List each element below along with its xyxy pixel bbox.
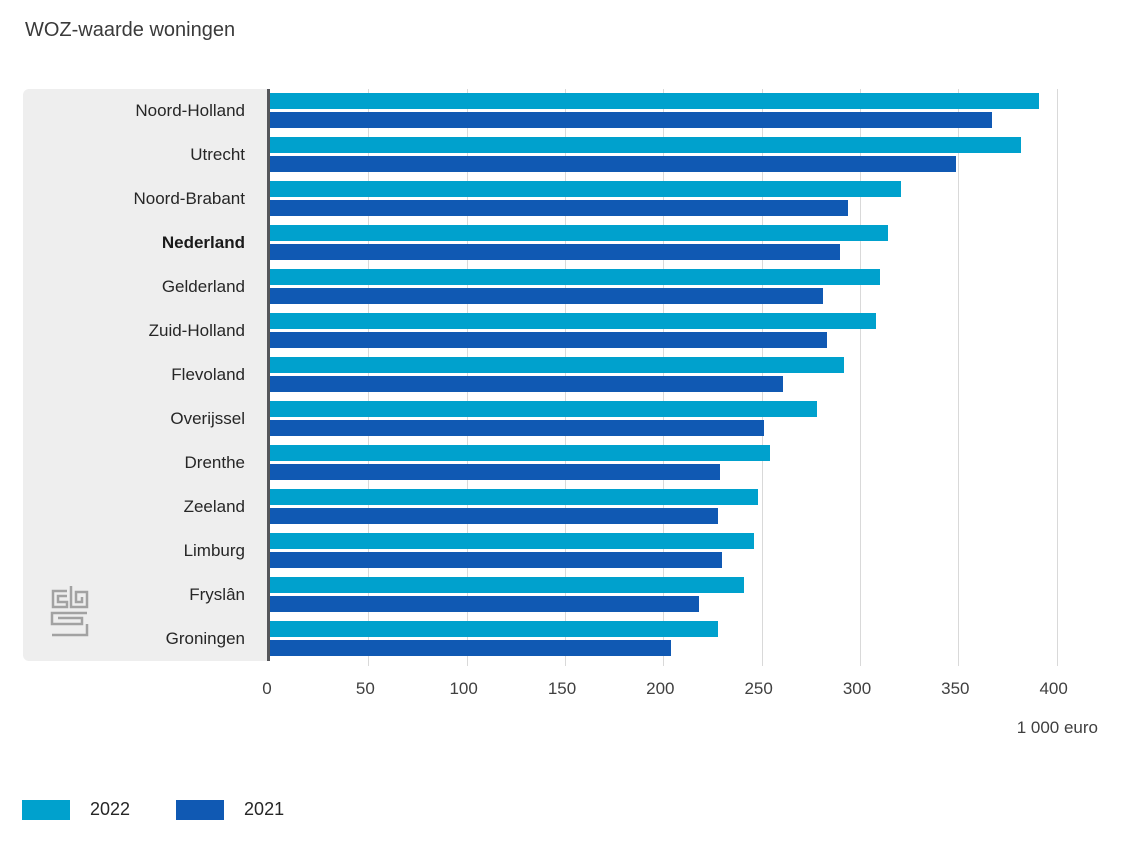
category-label: Fryslân xyxy=(189,585,245,604)
bar-2022[interactable] xyxy=(270,357,845,373)
bar-2022[interactable] xyxy=(270,577,744,593)
bar-row xyxy=(270,617,1096,661)
bar-2021[interactable] xyxy=(270,508,719,524)
gridline xyxy=(1056,89,1058,666)
plot-area xyxy=(267,89,1096,666)
category-label: Gelderland xyxy=(161,277,245,296)
legend-swatch xyxy=(22,799,70,820)
x-tick-label: 300 xyxy=(842,679,872,698)
x-tick-label: 400 xyxy=(1039,679,1068,698)
bar-2022[interactable] xyxy=(270,445,770,461)
legend-swatch xyxy=(176,799,225,820)
bar-row xyxy=(270,177,1096,221)
bar-2022[interactable] xyxy=(270,533,754,549)
bar-2021[interactable] xyxy=(270,332,827,348)
legend-item-2022[interactable]: 2022 xyxy=(22,799,130,820)
bar-row xyxy=(270,89,1096,133)
bar-2021[interactable] xyxy=(270,200,849,216)
bar-2022[interactable] xyxy=(270,401,817,417)
x-tick-label: 50 xyxy=(355,679,375,698)
bar-2021[interactable] xyxy=(270,420,764,436)
chart-legend: 2022 2021 xyxy=(22,799,330,820)
bar-row xyxy=(270,397,1096,441)
x-axis-unit-label: 1 000 euro xyxy=(1016,718,1098,737)
woz-bar-chart: Noord-Holland Utrecht Noord-Brabant Nederla… xyxy=(23,89,1096,666)
bar-2021[interactable] xyxy=(270,464,721,480)
x-axis: 0 50 100 150 200 250 300 350 400 xyxy=(262,679,1093,701)
legend-item-2021[interactable]: 2021 xyxy=(176,799,284,820)
bar-2022[interactable] xyxy=(270,181,902,197)
bar-row xyxy=(270,441,1096,485)
bar-row xyxy=(270,353,1096,397)
gridline xyxy=(860,89,861,666)
bar-row xyxy=(270,221,1096,265)
bar-row xyxy=(270,309,1096,353)
bar-2021[interactable] xyxy=(270,112,992,128)
bar-2022[interactable] xyxy=(270,225,888,241)
category-label-panel: Noord-Holland Utrecht Noord-Brabant Nederla… xyxy=(23,89,267,661)
bar-row xyxy=(270,573,1096,617)
x-tick-label: 100 xyxy=(449,679,478,698)
bar-row xyxy=(270,485,1096,529)
bar-2022[interactable] xyxy=(270,313,876,329)
bar-2021[interactable] xyxy=(270,552,723,568)
bar-row xyxy=(270,265,1096,309)
bar-2022[interactable] xyxy=(270,269,880,285)
legend-label: 2022 xyxy=(90,799,131,819)
bar-2022[interactable] xyxy=(270,93,1039,109)
x-tick-label: 150 xyxy=(547,679,577,698)
bar-2021[interactable] xyxy=(270,596,699,612)
category-label: Noord-Holland xyxy=(135,101,245,120)
category-label: Overijssel xyxy=(170,409,245,428)
category-label: Noord-Brabant xyxy=(133,189,245,208)
bar-2021[interactable] xyxy=(270,640,672,656)
gridline xyxy=(958,89,960,666)
category-label: Drenthe xyxy=(184,453,245,472)
category-label: Zuid-Holland xyxy=(148,321,245,340)
category-label: Utrecht xyxy=(190,145,245,164)
bar-2021[interactable] xyxy=(270,156,957,172)
bar-2021[interactable] xyxy=(270,288,823,304)
bar-2022[interactable] xyxy=(270,489,758,505)
x-tick-label: 250 xyxy=(744,679,773,698)
bar-row xyxy=(270,133,1096,177)
x-tick-label: 350 xyxy=(941,679,970,698)
x-tick-label: 200 xyxy=(646,679,675,698)
legend-label: 2021 xyxy=(244,799,285,819)
page-title: WOZ-waarde woningen xyxy=(25,19,236,41)
bar-row xyxy=(270,529,1096,573)
category-label: Flevoland xyxy=(171,365,245,384)
category-label: Groningen xyxy=(165,629,245,648)
category-label: Zeeland xyxy=(183,497,245,516)
bar-2021[interactable] xyxy=(270,376,784,392)
bar-2022[interactable] xyxy=(270,621,719,637)
bar-2022[interactable] xyxy=(270,137,1022,153)
category-label: Limburg xyxy=(183,541,245,560)
cbs-logo xyxy=(50,586,89,637)
bar-2021[interactable] xyxy=(270,244,841,260)
category-label: Nederland xyxy=(161,233,245,252)
x-tick-label: 0 xyxy=(262,679,272,698)
